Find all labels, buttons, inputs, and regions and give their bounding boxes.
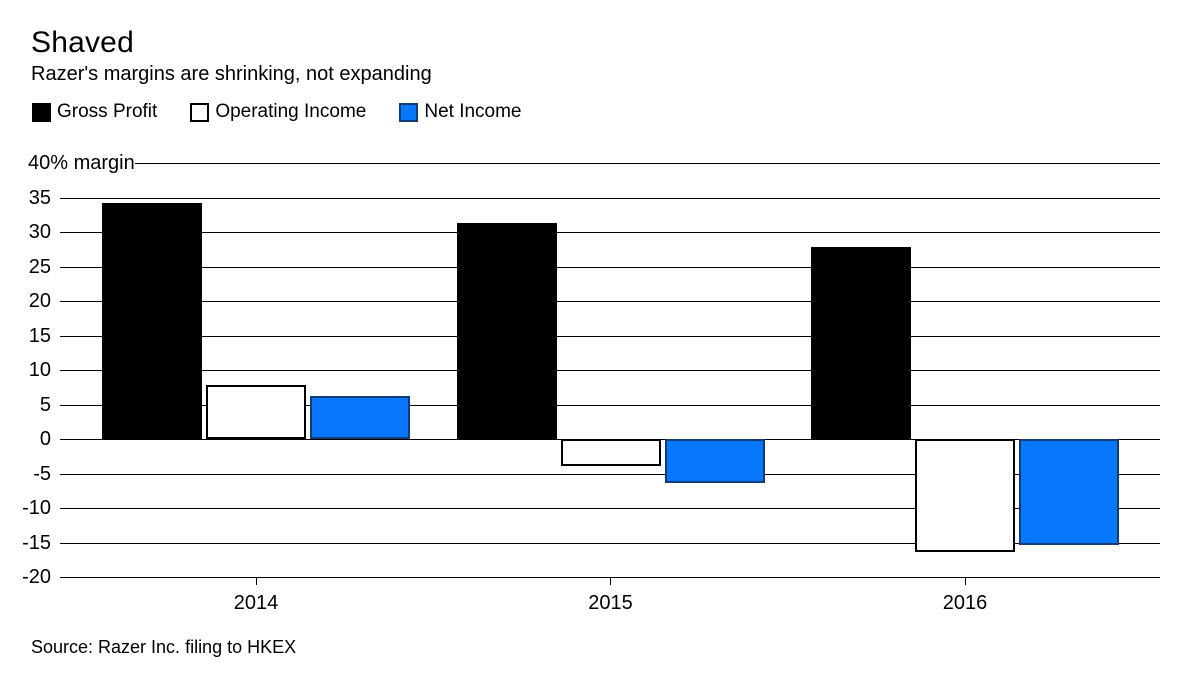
gridline (60, 197, 1160, 199)
legend-item-gross-profit: Gross Profit (32, 101, 157, 123)
source-note: Source: Razer Inc. filing to HKEX (31, 637, 297, 657)
legend-item-operating-income: Operating Income (190, 101, 366, 123)
bar-operating-income-2014 (206, 384, 306, 439)
gridline (60, 335, 1160, 337)
y-axis-label: 10 (28, 359, 51, 381)
y-axis-label: 35 (28, 186, 51, 209)
legend-swatch-icon (399, 102, 419, 122)
gridline (60, 301, 1160, 302)
y-axis-label: 20 (28, 290, 51, 312)
x-axis-tick (255, 577, 257, 585)
legend: Gross Profit Operating Income Net Income (32, 101, 522, 123)
y-axis-label: -5 (33, 462, 51, 485)
x-axis-label: 2015 (588, 592, 633, 614)
legend-item-net-income: Net Income (399, 101, 522, 123)
legend-label: Gross Profit (57, 101, 158, 122)
x-axis-tick (610, 577, 611, 585)
y-axis-label: 5 (39, 393, 51, 416)
legend-swatch-icon (190, 102, 210, 122)
bar-gross-profit-2014 (102, 203, 202, 439)
bar-net-income-2014 (310, 395, 410, 439)
gridline (60, 266, 1160, 268)
x-axis-label: 2016 (942, 592, 988, 614)
bar-gross-profit-2016 (811, 247, 911, 439)
gridline (60, 542, 1160, 544)
gridline (60, 232, 1160, 233)
chart-title: Shaved (31, 26, 134, 59)
gridline (60, 404, 1160, 406)
bar-operating-income-2016 (915, 439, 1015, 553)
legend-label: Net Income (424, 101, 522, 122)
y-axis-label: 0 (39, 428, 51, 450)
chart-subtitle: Razer's margins are shrinking, not expan… (31, 63, 432, 85)
x-axis-label: 2014 (233, 592, 279, 614)
gridline (60, 473, 1160, 475)
y-axis-label: -20 (22, 566, 51, 588)
gridline (60, 370, 1160, 371)
gridline (135, 163, 1160, 164)
x-axis-tick (964, 577, 966, 585)
bar-gross-profit-2015 (456, 223, 557, 439)
y-axis-label: -15 (22, 531, 51, 554)
legend-label: Operating Income (215, 101, 367, 122)
gridline (60, 508, 1160, 509)
y-axis-label: 40% margin (28, 152, 135, 174)
y-axis-label: 15 (28, 324, 51, 347)
bar-net-income-2016 (1019, 439, 1119, 545)
y-axis-label: -10 (22, 497, 51, 519)
bar-operating-income-2015 (560, 439, 661, 466)
legend-swatch-icon (32, 102, 51, 122)
y-axis-label: 25 (28, 255, 51, 278)
y-axis-label: 30 (28, 221, 51, 243)
bar-net-income-2015 (664, 439, 765, 484)
